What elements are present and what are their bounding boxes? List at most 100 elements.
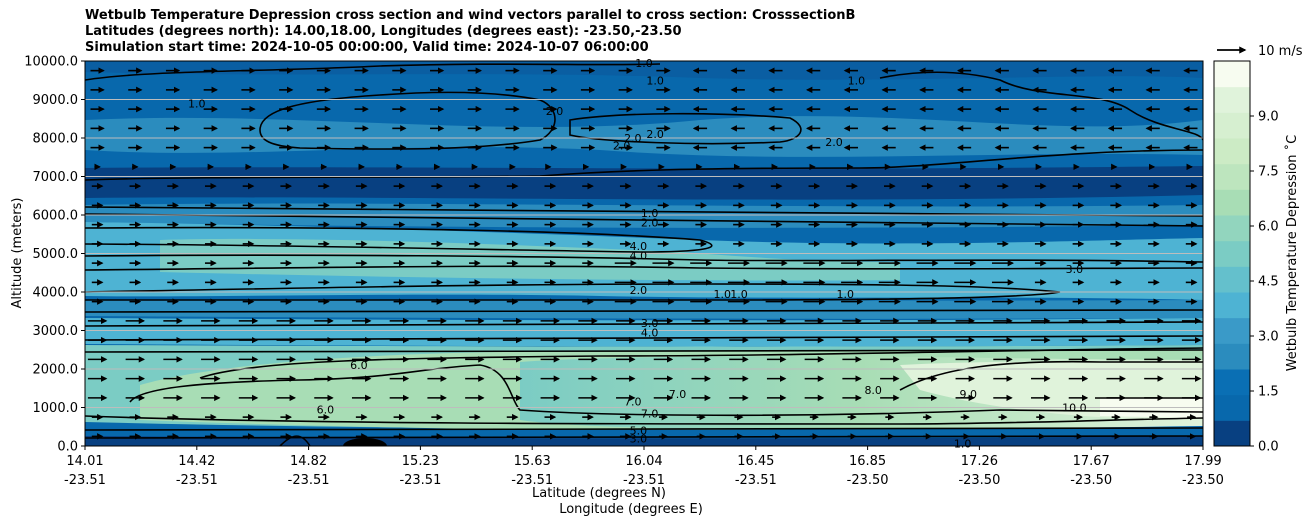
x-tick-lat: 16.45 — [737, 454, 774, 469]
contour-label: 2.0 — [630, 284, 648, 297]
colorbar-swatch — [1214, 163, 1250, 190]
contour-label: 3.0 — [1066, 263, 1084, 276]
colorbar-tick-label: 6.0 — [1258, 220, 1279, 235]
colorbar: 0.0 1.5 3.0 4.5 6.0 7.5 9.0 — [1214, 61, 1279, 455]
colorbar-swatch — [1214, 317, 1250, 344]
contour-label: 6.0 — [350, 359, 368, 372]
contour-label: 1.0 — [836, 288, 854, 301]
contour-label: 2.0 — [624, 132, 642, 145]
colorbar-swatch — [1214, 369, 1250, 396]
contour-label: 8.0 — [864, 384, 882, 397]
contour-label: 1.0 — [848, 74, 866, 87]
x-tick-lon: -23.50 — [1182, 473, 1224, 488]
contour-label: 1.0 — [641, 207, 659, 220]
x-tick-lon: -23.50 — [847, 473, 889, 488]
x-tick-lon: -23.51 — [511, 473, 553, 488]
x-tick-lon: -23.51 — [735, 473, 777, 488]
contour-label: 2.0 — [613, 140, 631, 153]
x-tick-lon: -23.51 — [399, 473, 441, 488]
x-tick-lat: 16.04 — [625, 454, 662, 469]
contour-label: 10.0 — [1062, 402, 1087, 415]
y-tick-label: 8000.0 — [33, 132, 79, 147]
contour-label: 1.0 — [954, 438, 972, 451]
colorbar-swatch — [1214, 138, 1250, 165]
x-tick-lat: 15.23 — [402, 454, 439, 469]
title-line-3: Simulation start time: 2024-10-05 00:00:… — [85, 40, 649, 55]
colorbar-swatch — [1214, 343, 1250, 370]
contour-label: 2.0 — [546, 105, 564, 118]
x-tick-lon: -23.51 — [176, 473, 218, 488]
colorbar-label: Wetbulb Temperature Depression ˚C — [1284, 135, 1300, 372]
contour-label: 4.0 — [630, 249, 648, 262]
y-tick-label: 5000.0 — [33, 247, 79, 262]
title-line-2: Latitudes (degrees north): 14.00,18.00, … — [85, 24, 682, 39]
contour-label: 1.0 — [714, 288, 732, 301]
contour-label: 3.0 — [641, 317, 659, 330]
colorbar-tick-label: 0.0 — [1258, 440, 1279, 455]
x-tick-lat: 17.99 — [1184, 454, 1221, 469]
y-tick-label: 10000.0 — [24, 55, 78, 70]
y-axis-label: Altitude (meters) — [10, 198, 25, 309]
colorbar-swatch — [1214, 61, 1250, 88]
x-tick-lat: 14.82 — [290, 454, 327, 469]
colorbar-swatch — [1214, 86, 1250, 113]
x-tick-lat: 17.26 — [961, 454, 998, 469]
contour-label: 9.0 — [959, 388, 977, 401]
y-tick-label: 4000.0 — [33, 286, 79, 301]
y-tick-label: 7000.0 — [33, 170, 79, 185]
x-tick-lat: 17.67 — [1073, 454, 1110, 469]
contour-label: 6.0 — [317, 403, 335, 416]
contour-label: 2.0 — [646, 128, 664, 141]
chart-title: Wetbulb Temperature Depression cross sec… — [85, 8, 855, 56]
colorbar-swatch — [1214, 394, 1250, 421]
x-axis-label-lat: Latitude (degrees N) — [532, 486, 666, 501]
colorbar-tick-label: 4.5 — [1258, 275, 1279, 290]
colorbar-swatch — [1214, 266, 1250, 293]
x-tick-lon: -23.51 — [623, 473, 665, 488]
contour-labels: 1.01.01.01.02.02.0 2.02.0 2.01.02.04.04.03… — [188, 57, 1087, 451]
x-tick-lat: 16.85 — [849, 454, 886, 469]
x-tick-lat: 14.01 — [66, 454, 103, 469]
contour-label: 7.0 — [624, 396, 642, 409]
contour-label: 7.0 — [641, 407, 659, 420]
x-tick-lon: -23.50 — [1070, 473, 1112, 488]
contour-label: 3.0 — [630, 432, 648, 445]
gridlines — [85, 99, 1203, 408]
x-tick-lat: 15.63 — [514, 454, 551, 469]
colorbar-swatch — [1214, 112, 1250, 139]
colorbar-frame — [1213, 60, 1251, 447]
contour-label: 2.0 — [825, 136, 843, 149]
wind-vectors — [87, 67, 1202, 440]
y-tick-label: 3000.0 — [33, 324, 79, 339]
contour-label: 2.0 — [641, 217, 659, 230]
contour-label: 4.0 — [641, 326, 659, 339]
y-tick-label: 9000.0 — [33, 93, 79, 108]
x-tick-lon: -23.50 — [958, 473, 1000, 488]
y-tick-label: 0.0 — [57, 440, 78, 455]
colorbar-swatch — [1214, 420, 1250, 447]
colorbar-swatch — [1214, 240, 1250, 267]
x-axis: 14.01 -23.51 14.42 -23.51 14.82 -23.51 15.23 -2… — [64, 446, 1224, 488]
colorbar-tick-label: 9.0 — [1258, 110, 1279, 125]
contour-label: 7.0 — [669, 388, 687, 401]
quiver-key-label: 10 m/s — [1258, 44, 1303, 59]
colorbar-swatch — [1214, 215, 1250, 242]
contour-label: 1.0 — [646, 74, 664, 87]
colorbar-tick-label: 3.0 — [1258, 330, 1279, 345]
contour-label: 1.0 — [188, 97, 206, 110]
x-tick-lat: 14.42 — [178, 454, 215, 469]
y-axis: 0.0 1000.0 2000.0 3000.0 4000.0 5000.0 6000.0 7… — [24, 55, 85, 455]
x-axis-label-lon: Longitude (degrees E) — [559, 502, 703, 517]
x-tick-lon: -23.51 — [64, 473, 106, 488]
contour-label: 1.0 — [635, 57, 653, 70]
colorbar-tick-label: 1.5 — [1258, 385, 1279, 400]
colorbar-swatch — [1214, 292, 1250, 319]
contour-label: 5.0 — [630, 425, 648, 438]
y-tick-label: 6000.0 — [33, 209, 79, 224]
colorbar-swatch — [1214, 189, 1250, 216]
y-tick-label: 1000.0 — [33, 401, 79, 416]
colorbar-tick-label: 7.5 — [1258, 165, 1279, 180]
contour-label: 1.0 — [730, 288, 748, 301]
contour-label: 4.0 — [630, 240, 648, 253]
